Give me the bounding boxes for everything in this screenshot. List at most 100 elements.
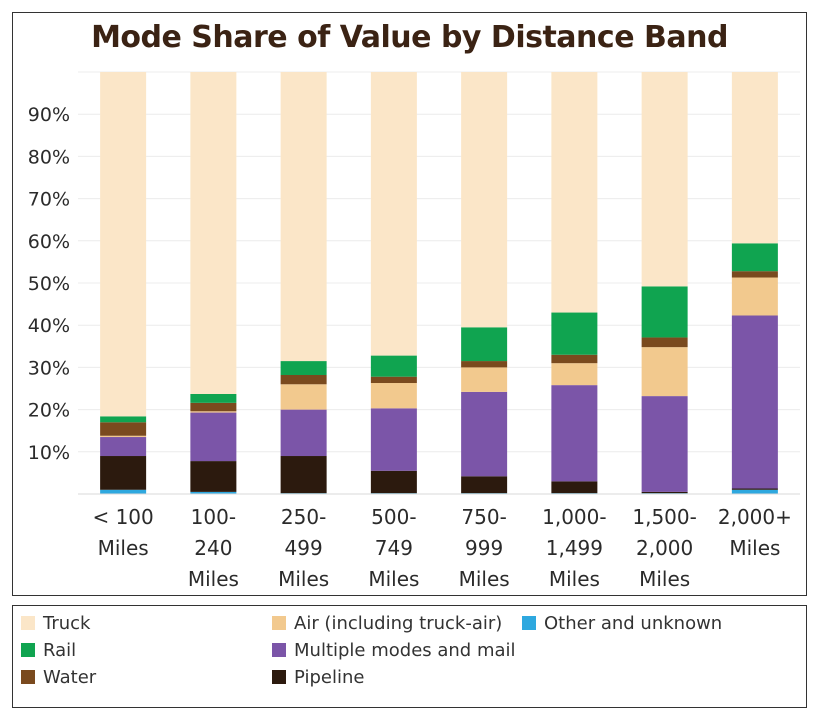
bar-segment-water [100,422,147,436]
bar-segment-pipeline [551,481,598,494]
bar-segment-water [280,374,327,385]
x-tick-label: 999 [465,536,503,560]
legend-item-air: Air (including truck-air) [272,612,502,634]
legend-swatch [522,616,536,630]
bar-segment-truck [280,72,327,362]
x-tick-label: Miles [368,567,419,591]
bar-segment-air-including-truck-air [100,435,147,438]
bar-segment-air-including-truck-air [641,347,688,397]
legend-swatch [272,616,286,630]
x-tick-label: < 100 [92,505,153,529]
x-tick-label: 2,000+ [718,505,792,529]
legend-label: Multiple modes and mail [294,639,516,661]
legend-item-rail: Rail [21,639,76,661]
bar-segment-water [370,376,417,384]
bar-segment-truck [370,72,417,356]
bar-segment-multiple-modes-and-mail [280,409,327,457]
bar-segment-rail [461,327,508,362]
y-tick-label: 80% [28,146,70,168]
x-tick-label: 1,499 [546,536,603,560]
y-tick-label: 50% [28,273,70,295]
x-tick-label: 749 [375,536,413,560]
x-tick-label: 750- [461,505,506,529]
chart-plot: 10% 20% 30% 40% 50% 60% 70% 80% 90% < 100 Miles 100… [28,71,800,591]
bar-segment-multiple-modes-and-mail [190,412,237,462]
legend-swatch [21,643,35,657]
bar-segment-air-including-truck-air [551,363,598,386]
bar-segment-multiple-modes-and-mail [370,408,417,471]
x-tick-label: Miles [98,536,149,560]
legend-item-other: Other and unknown [522,612,722,634]
bar-segment-rail [280,361,327,375]
bar-segment-pipeline [100,456,147,490]
bar-segment-pipeline [731,488,778,490]
bar-segment-air-including-truck-air [280,384,327,410]
bar-segment-water [731,271,778,278]
x-tick-label: Miles [549,567,600,591]
bar-segment-truck [100,72,147,417]
x-tick-label: Miles [188,567,239,591]
bar-segment-rail [641,286,688,338]
x-tick-label: Miles [639,567,690,591]
legend-label: Truck [43,612,91,634]
legend-item-truck: Truck [21,612,90,634]
bar-segment-air-including-truck-air [731,277,778,316]
bar-segment-air-including-truck-air [190,411,237,413]
x-tick-label: 2,000 [636,536,693,560]
bar-segment-multiple-modes-and-mail [551,385,598,482]
bar-segment-pipeline [280,456,327,494]
x-tick-label: 499 [285,536,323,560]
bar-segment-multiple-modes-and-mail [100,437,147,457]
bar-segment-other-and-unknown [190,491,237,494]
legend-swatch [272,670,286,684]
bar-segment-other-and-unknown [731,489,778,494]
legend-item-water: Water [21,666,96,688]
y-tick-label: 40% [28,315,70,337]
bar-segment-truck [551,72,598,313]
legend-label: Other and unknown [544,612,723,634]
legend-swatch [21,616,35,630]
bar-segment-other-and-unknown [100,489,147,494]
bar-segment-truck [731,72,778,244]
bar-segment-rail [551,312,598,355]
x-tick-label: Miles [729,536,780,560]
bar-segment-truck [190,72,237,394]
legend-label: Pipeline [294,666,365,688]
bar-segment-pipeline [641,491,688,494]
y-tick-label: 20% [28,400,70,422]
bar-segment-pipeline [190,461,237,492]
bar-segment-water [190,402,237,412]
bar-segment-multiple-modes-and-mail [641,396,688,492]
bar-segment-air-including-truck-air [370,383,417,409]
bar-segment-pipeline [461,476,508,494]
bar-segment-rail [370,355,417,377]
x-tick-label: 100- [191,505,236,529]
y-tick-label: 70% [28,189,70,211]
bar-segment-water [641,337,688,348]
bar-segment-multiple-modes-and-mail [461,391,508,477]
legend-swatch [272,643,286,657]
y-tick-label: 30% [28,357,70,379]
legend-label: Water [43,666,97,688]
legend-item-multiple-modes: Multiple modes and mail [272,639,516,661]
x-tick-label: 250- [281,505,326,529]
bar-segment-rail [190,393,237,403]
x-tick-label: 1,000- [542,505,606,529]
x-tick-label: 240 [194,536,232,560]
bar-segment-rail [100,416,147,423]
legend-label: Air (including truck-air) [294,612,503,634]
bar-segment-water [461,361,508,368]
legend-label: Rail [43,639,77,661]
bar-segment-truck [641,72,688,287]
x-tick-label: 500- [371,505,416,529]
bar-segment-pipeline [370,470,417,494]
legend: Truck Air (including truck-air) Other an… [12,605,807,708]
bar-segment-truck [461,72,508,328]
x-tick-label: Miles [459,567,510,591]
y-tick-label: 10% [28,442,70,464]
y-tick-label: 60% [28,231,70,253]
x-tick-label: Miles [278,567,329,591]
bar-segment-multiple-modes-and-mail [731,315,778,489]
chart-frame [12,12,807,596]
bar-segment-air-including-truck-air [461,367,508,392]
